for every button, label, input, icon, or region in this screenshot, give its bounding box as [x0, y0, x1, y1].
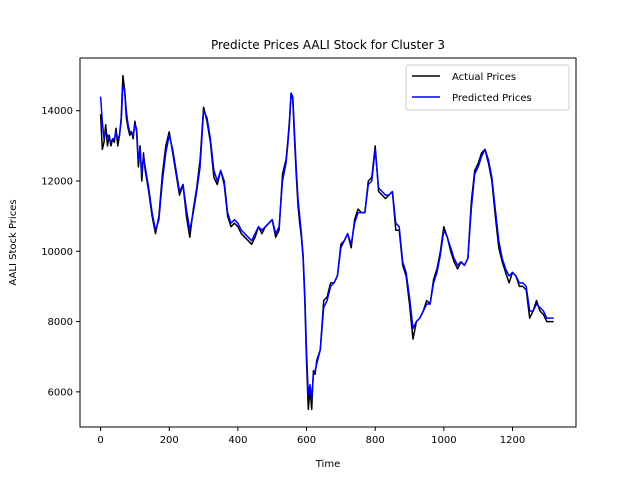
x-axis-label: Time	[315, 459, 340, 470]
x-tick-label: 600	[297, 435, 316, 446]
y-tick-label: 14000	[41, 106, 73, 117]
y-tick-label: 8000	[48, 317, 73, 328]
y-axis: 6000 8000 10000 12000 14000	[41, 106, 80, 398]
plot-area-frame	[79, 57, 577, 428]
x-tick-label: 200	[160, 435, 179, 446]
chart-title: Predicte Prices AALI Stock for Cluster 3	[211, 38, 445, 52]
y-tick-label: 10000	[41, 247, 73, 258]
x-tick-label: 1200	[500, 435, 525, 446]
legend-box	[405, 64, 570, 111]
legend-label-predicted: Predicted Prices	[452, 93, 532, 104]
x-tick-label: 800	[366, 435, 385, 446]
x-tick-label: 1000	[431, 435, 456, 446]
series-layer	[99, 74, 554, 411]
x-tick-label: 0	[97, 435, 103, 446]
legend-label-actual: Actual Prices	[452, 72, 516, 83]
series-line-predicted	[99, 85, 554, 400]
y-tick-label: 6000	[48, 387, 73, 398]
x-tick-label: 400	[228, 435, 247, 446]
legend: Actual Prices Predicted Prices	[405, 64, 570, 111]
y-tick-label: 12000	[41, 177, 73, 188]
x-axis: 0 200 400 600 800 1000 1200	[97, 427, 525, 446]
y-axis-label: AALI Stock Prices	[8, 199, 19, 285]
